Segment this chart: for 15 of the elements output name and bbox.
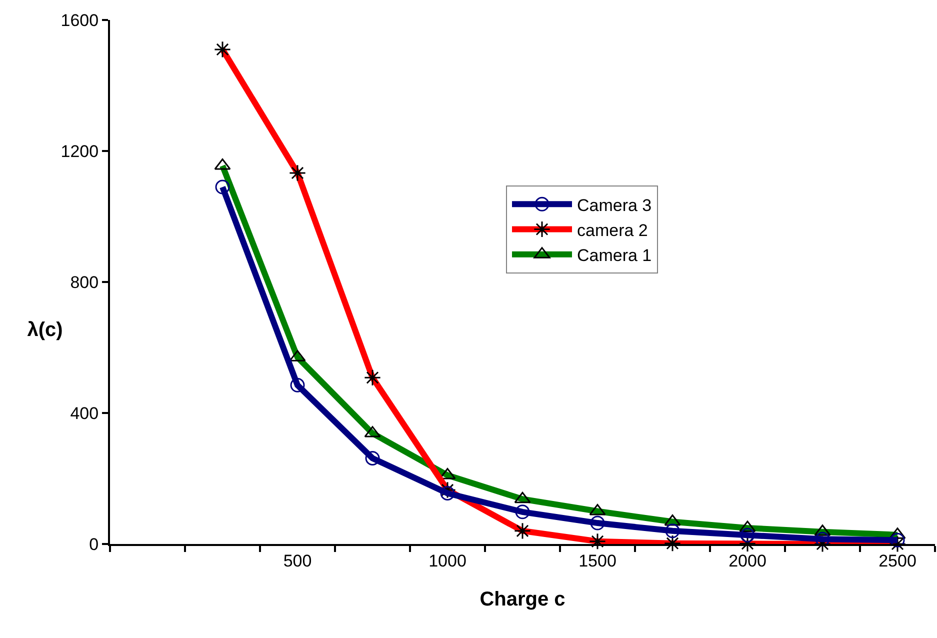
y-tick-label: 0 [89,534,99,554]
y-tick-label: 1200 [60,142,99,161]
x-tick-label: 2000 [728,551,766,570]
y-tick-label: 1600 [60,10,99,30]
legend-label: Camera 3 [577,196,652,215]
x-tick-label: 2500 [878,551,916,570]
x-tick-label: 1000 [428,551,466,570]
x-axis-title: Charge c [480,588,566,610]
y-axis-title: λ(c) [27,319,63,341]
y-tick-label: 800 [70,272,99,292]
legend-label: camera 2 [577,220,648,240]
y-tick-label: 400 [70,404,99,423]
x-tick-label: 1500 [578,551,616,570]
x-tick-label: 500 [283,551,312,570]
legend-label: Camera 1 [577,246,652,265]
